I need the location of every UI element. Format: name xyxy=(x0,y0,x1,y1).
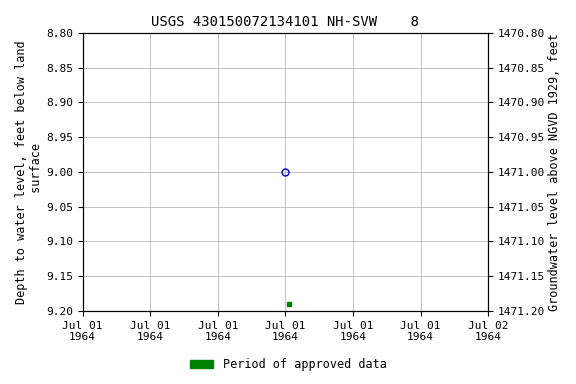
Title: USGS 430150072134101 NH-SVW    8: USGS 430150072134101 NH-SVW 8 xyxy=(151,15,419,29)
Legend: Period of approved data: Period of approved data xyxy=(185,354,391,376)
Y-axis label: Depth to water level, feet below land
 surface: Depth to water level, feet below land su… xyxy=(15,40,43,304)
Y-axis label: Groundwater level above NGVD 1929, feet: Groundwater level above NGVD 1929, feet xyxy=(548,33,561,311)
